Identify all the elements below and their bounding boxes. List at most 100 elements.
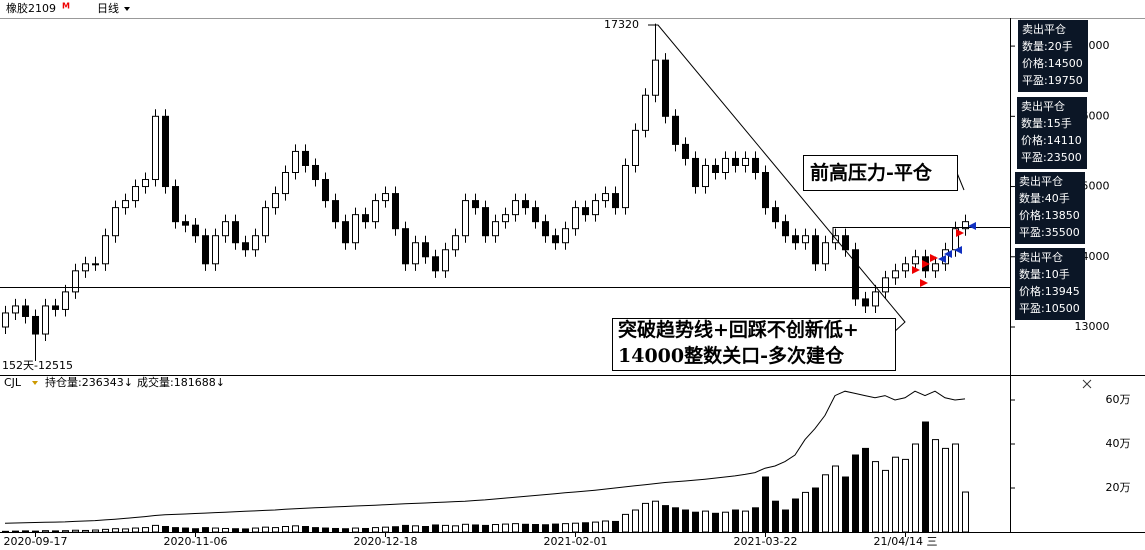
volume-bar	[712, 512, 719, 533]
volume-bar	[682, 509, 689, 533]
candle-body	[652, 59, 659, 96]
volume-bar	[602, 520, 609, 533]
y-tick-label: 20万	[1106, 481, 1131, 494]
period[interactable]: 日线	[97, 1, 119, 15]
candle-body	[232, 221, 239, 244]
candle-body	[582, 207, 589, 216]
volume-bar	[922, 421, 929, 533]
x-tick-label: 2020-11-06	[164, 535, 228, 548]
candle-body	[422, 242, 429, 258]
candle-body	[462, 200, 469, 237]
trade-box-line: 数量:40手	[1019, 191, 1070, 205]
candle-body	[22, 305, 29, 317]
volume-bar	[942, 447, 949, 533]
volume-bar	[352, 527, 359, 533]
legend-entry: 成交量:181688↓	[137, 375, 225, 389]
close-button[interactable]	[1082, 379, 1092, 389]
volume-bar	[702, 510, 709, 533]
trade-box-line: 卖出平仓	[1021, 99, 1065, 113]
volume-bar	[462, 523, 469, 533]
indicator-name[interactable]: CJL	[4, 376, 22, 389]
candle-body	[762, 172, 769, 209]
trade-box-line: 价格:14110	[1021, 133, 1082, 147]
trade-box	[1015, 248, 1085, 320]
candle-body	[452, 235, 459, 251]
indicator-dropdown[interactable]	[32, 381, 38, 385]
candle-body	[282, 172, 289, 195]
trade-box	[1017, 97, 1087, 169]
period-dropdown[interactable]	[124, 7, 130, 11]
volume-bar	[2, 530, 9, 533]
note: 突破趋势线+回踩不创新低+	[618, 318, 859, 341]
candle-body	[592, 200, 599, 216]
note: 14000整数关口-多次建仓	[618, 344, 845, 367]
volume-bar	[532, 524, 539, 533]
candle-body	[882, 277, 889, 293]
volume-bar	[122, 528, 129, 533]
x-tick-label: 2021-03-22	[734, 535, 798, 548]
candle-body	[12, 305, 19, 314]
candle-body	[782, 221, 789, 237]
volume-bar	[562, 523, 569, 533]
candle-body	[642, 94, 649, 131]
volume-bar	[882, 469, 889, 533]
candle-body	[712, 164, 719, 174]
candle-body	[442, 249, 449, 272]
trade-box-line: 平盈:23500	[1021, 151, 1082, 164]
candle-body	[772, 207, 779, 223]
candle-body	[192, 224, 199, 237]
candle-body	[292, 150, 299, 174]
volume-bar	[452, 525, 459, 533]
candle-body	[222, 221, 229, 237]
candle-body	[332, 200, 339, 223]
volume-bar	[932, 439, 939, 533]
volume-bar	[552, 523, 559, 533]
candle-body	[412, 242, 419, 265]
candle-body	[612, 193, 619, 209]
candle-body	[562, 228, 569, 244]
candle-body	[572, 207, 579, 230]
candle-body	[902, 263, 909, 272]
volume-bar	[832, 465, 839, 533]
candle-body	[322, 179, 329, 202]
candle-body	[142, 179, 149, 188]
candle-body	[172, 186, 179, 223]
trade-box	[1018, 20, 1088, 92]
trade-box-line: 价格:13945	[1019, 284, 1080, 298]
volume-bar	[752, 507, 759, 533]
candle-body	[102, 235, 109, 265]
volume-bar	[222, 527, 229, 533]
candle-body	[252, 235, 259, 251]
volume-bar	[392, 526, 399, 533]
volume-bar	[412, 525, 419, 533]
volume-bar	[792, 498, 799, 533]
candle-body	[162, 115, 169, 188]
volume-bar	[722, 511, 729, 533]
volume-bar	[22, 530, 29, 533]
volume-bar	[132, 527, 139, 533]
candle-body	[602, 193, 609, 202]
volume-bar	[342, 528, 349, 533]
candle-body	[302, 150, 309, 166]
candle-body	[72, 270, 79, 293]
candle-body	[202, 235, 209, 265]
candle-body	[352, 214, 359, 244]
candle-body	[802, 235, 809, 244]
candle-body	[312, 164, 319, 181]
volume-bar	[472, 524, 479, 533]
volume-bar	[852, 454, 859, 533]
volume-bar	[112, 528, 119, 533]
volume-bar	[312, 527, 319, 533]
volume-bar	[302, 526, 309, 533]
symbol[interactable]: 橡胶2109	[6, 1, 56, 15]
volume-bar	[592, 521, 599, 533]
x-tick-label: 2020-09-17	[4, 535, 68, 548]
candle-body	[632, 129, 639, 166]
candle-body	[892, 270, 899, 279]
trade-box-line: 平盈:10500	[1019, 302, 1080, 315]
candle-body	[742, 157, 749, 166]
volume-bar	[672, 507, 679, 533]
candle-body	[152, 115, 159, 181]
candle-body	[122, 200, 129, 209]
